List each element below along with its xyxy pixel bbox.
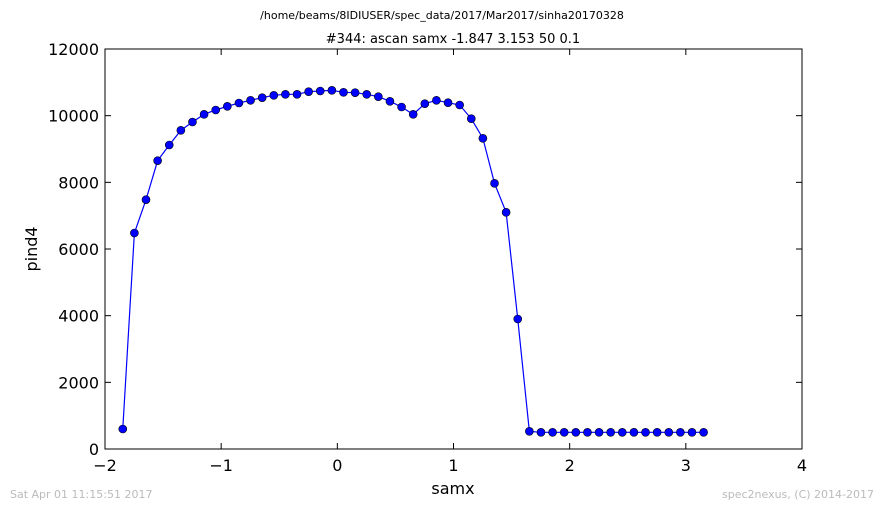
data-point: [420, 99, 430, 108]
data-point: [513, 314, 523, 324]
y-tick-label: 4000: [58, 307, 99, 326]
data-point: [466, 114, 476, 123]
data-point: [443, 98, 453, 107]
chart-title: #344: ascan samx -1.847 3.153 50 0.1: [326, 32, 580, 47]
data-point: [536, 428, 546, 437]
data-point: [362, 90, 372, 99]
data-point: [408, 110, 418, 119]
x-tick-label: −1: [209, 456, 233, 475]
y-tick-label: 6000: [58, 240, 99, 259]
x-tick-label: 3: [681, 456, 691, 475]
data-point: [455, 100, 464, 110]
data-point: [501, 208, 511, 217]
data-point: [699, 428, 708, 437]
data-point: [315, 86, 325, 96]
series-line: [122, 89, 704, 433]
data-point: [397, 102, 406, 112]
data-point: [432, 96, 441, 105]
y-tick-label: 8000: [58, 173, 99, 192]
data-point: [281, 90, 290, 99]
data-point: [374, 92, 383, 101]
data-point: [594, 428, 604, 437]
x-tick-label: 1: [448, 456, 458, 475]
data-point: [687, 428, 697, 437]
x-tick-label: −2: [93, 456, 117, 475]
data-point: [641, 428, 650, 437]
data-point: [559, 428, 569, 437]
data-point: [188, 117, 197, 127]
data-point: [606, 428, 615, 437]
data-point: [490, 179, 499, 188]
data-point: [478, 134, 488, 143]
data-point: [141, 195, 151, 204]
data-point: [211, 105, 221, 115]
data-point: [118, 424, 128, 434]
data-point: [339, 88, 348, 97]
data-point: [304, 87, 313, 96]
data-point: [176, 126, 186, 135]
x-axis-label: samx: [431, 479, 474, 498]
x-tick-label: 4: [797, 456, 807, 475]
data-point: [571, 428, 581, 437]
file-path-header: /home/beams/8IDIUSER/spec_data/2017/Mar2…: [260, 9, 624, 22]
data-point: [385, 97, 395, 106]
data-point: [199, 110, 209, 119]
data-point: [676, 428, 685, 437]
x-tick-label: 0: [332, 456, 342, 475]
y-axis-label: pind4: [22, 226, 41, 271]
data-point: [130, 228, 139, 238]
data-point: [652, 428, 662, 437]
plot-frame: [104, 48, 803, 450]
data-point: [153, 156, 162, 165]
data-point: [548, 428, 557, 437]
data-point: [246, 96, 255, 105]
y-tick-label: 10000: [48, 107, 99, 126]
data-point: [617, 428, 627, 437]
data-point: [234, 98, 244, 108]
y-tick-label: 2000: [58, 373, 99, 392]
data-point: [292, 90, 302, 99]
y-tick-label: 0: [89, 440, 99, 459]
data-point: [350, 88, 360, 97]
credit-footer: spec2nexus, (C) 2014-2017: [722, 488, 874, 501]
data-point: [525, 427, 534, 436]
data-point: [629, 428, 639, 437]
data-point: [583, 428, 592, 437]
timestamp-footer: Sat Apr 01 11:15:51 2017: [10, 488, 152, 501]
data-point: [223, 102, 232, 111]
data-point: [327, 86, 337, 95]
x-tick-label: 2: [565, 456, 575, 475]
data-point: [269, 91, 279, 100]
data-point: [664, 428, 674, 437]
plot-area: −2 −1 0 1 2 3 4 0 2000 4000 6000 8000 10000 12000: [48, 40, 807, 475]
y-tick-label: 12000: [48, 40, 99, 59]
data-point: [164, 140, 174, 150]
data-point: [257, 93, 267, 102]
